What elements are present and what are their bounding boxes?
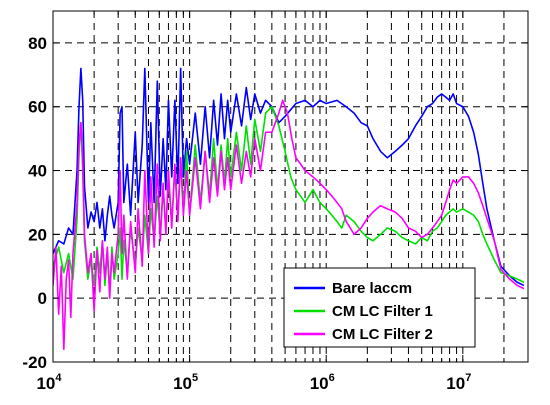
y-tick-labels: -20 0 20 40 60 80	[22, 34, 47, 372]
x-tick-label: 107	[446, 372, 471, 393]
legend-label: CM LC Filter 1	[332, 303, 433, 320]
series-layer	[53, 67, 525, 351]
x-tick-label: 104	[36, 372, 62, 393]
y-tick-label: -20	[22, 353, 47, 372]
y-tick-label: 40	[28, 162, 47, 181]
y-tick-label: 0	[38, 289, 47, 308]
legend-label: Bare laccm	[332, 280, 412, 297]
x-tick-label: 106	[310, 372, 335, 393]
x-tick-label: 105	[173, 372, 198, 393]
y-tick-label: 20	[28, 225, 47, 244]
x-tick-labels: 104 105 106 107	[36, 372, 471, 393]
y-tick-label: 80	[28, 34, 47, 53]
legend-label: CM LC Filter 2	[332, 326, 433, 343]
plot-frame	[52, 10, 529, 363]
legend: Bare laccm CM LC Filter 1 CM LC Filter 2	[283, 267, 476, 348]
y-tick-label: 60	[28, 98, 47, 117]
tick-marks	[53, 11, 528, 363]
series-line-3	[53, 99, 525, 351]
series-line-1	[53, 67, 525, 287]
